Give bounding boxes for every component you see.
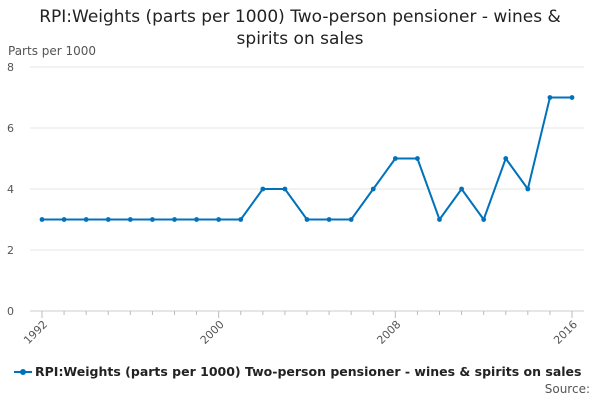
legend-label: RPI:Weights (parts per 1000) Two-person … [35,364,582,379]
series-group [39,95,575,222]
data-point-2010[interactable] [437,217,442,222]
data-point-2011[interactable] [459,186,464,192]
data-point-2004[interactable] [304,217,310,222]
x-tick-1992: 1992 [21,318,50,347]
x-tick-2000: 2000 [198,318,227,347]
data-point-1997[interactable] [150,217,155,222]
data-point-2013[interactable] [503,156,509,161]
data-point-2016[interactable] [569,95,575,100]
data-point-1994[interactable] [83,217,89,222]
x-tick-labels: 1992 2000 2008 2016 [21,318,580,347]
y-axis-label: Parts per 1000 [8,44,97,58]
data-point-1996[interactable] [127,217,133,222]
data-point-1998[interactable] [172,217,177,222]
data-point-1999[interactable] [194,217,199,222]
chart-title: RPI:Weights (parts per 1000) Two-person … [39,7,561,49]
y-tick-6: 6 [7,122,14,135]
data-point-1992[interactable] [39,217,45,222]
data-point-2000[interactable] [216,217,222,222]
gridlines [30,66,584,251]
legend[interactable]: RPI:Weights (parts per 1000) Two-person … [14,364,581,379]
data-point-2003[interactable] [282,186,288,192]
data-point-2008[interactable] [392,156,398,161]
data-point-2009[interactable] [415,156,420,161]
data-point-1993[interactable] [61,217,67,222]
y-tick-2: 2 [7,244,14,257]
data-point-2014[interactable] [525,186,531,192]
data-point-2002[interactable] [260,186,266,192]
data-point-1995[interactable] [105,217,111,222]
axes [30,310,584,318]
x-tick-2016: 2016 [551,318,580,347]
data-point-2012[interactable] [481,217,487,222]
legend-line-icon [14,367,32,377]
data-point-2005[interactable] [326,217,332,222]
y-tick-0: 0 [7,305,14,318]
data-point-2001[interactable] [238,217,244,222]
data-point-2015[interactable] [547,95,553,100]
x-tick-2008: 2008 [374,318,403,347]
y-tick-labels: 0 2 4 6 8 [7,61,14,318]
y-tick-8: 8 [7,61,14,74]
y-tick-4: 4 [7,183,14,196]
series-line-0 [42,96,572,221]
source-label[interactable]: Source: [544,382,590,396]
data-point-2007[interactable] [370,186,376,192]
data-point-2006[interactable] [348,217,354,222]
